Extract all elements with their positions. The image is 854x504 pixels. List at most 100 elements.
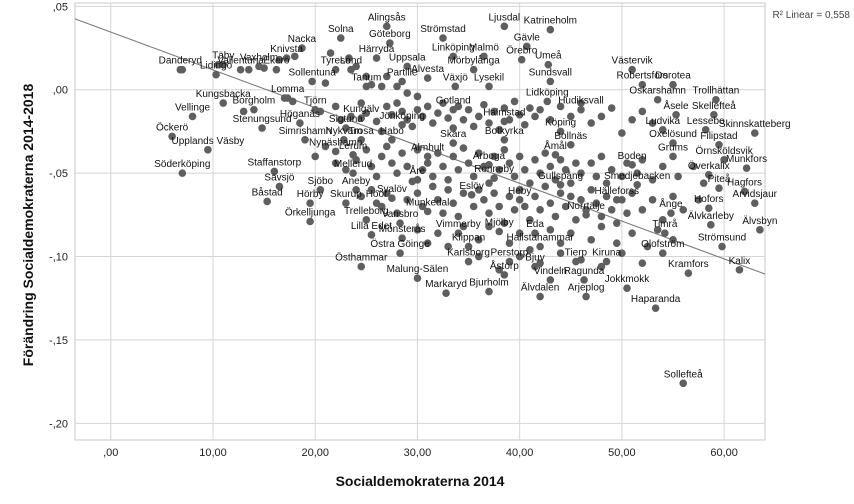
- data-point: [592, 172, 601, 181]
- point-label: Arboga: [473, 151, 506, 162]
- point-label: Åstorp: [490, 259, 519, 272]
- data-point: [449, 139, 458, 147]
- data-point: [362, 72, 371, 81]
- data-point: [403, 115, 412, 124]
- point-label: Bollnäs: [554, 131, 587, 142]
- data-point: [413, 189, 422, 197]
- x-tick-labels: ,00 10,00 20,00 30,00 40,00 50,00 60,00: [103, 447, 738, 459]
- data-point: [398, 120, 406, 129]
- data-point: [388, 194, 396, 202]
- data-point: [336, 115, 345, 124]
- data-point: [480, 100, 488, 109]
- point-label: Olofström: [641, 239, 684, 250]
- point-label: Katrineholm: [524, 16, 577, 27]
- data-point: [393, 99, 401, 107]
- data-point: [357, 99, 366, 107]
- point-label: Solna: [328, 24, 354, 35]
- point-label: Danderyd: [159, 56, 202, 67]
- data-point: [308, 77, 316, 86]
- data-point: [515, 196, 524, 204]
- data-point: [582, 292, 590, 301]
- data-point: [372, 117, 381, 126]
- data-point: [531, 155, 539, 164]
- data-point: [556, 155, 565, 164]
- data-point: [577, 196, 585, 204]
- data-point: [474, 236, 483, 244]
- data-point: [311, 105, 320, 114]
- point-label: Mönsterås: [379, 223, 426, 235]
- point-label: Älvkarleby: [688, 210, 734, 222]
- point-label: Simrishamn: [279, 126, 332, 137]
- point-label: Oxelösund: [649, 129, 697, 140]
- data-point: [587, 119, 596, 127]
- data-point: [628, 115, 636, 124]
- data-point: [212, 70, 220, 79]
- data-point: [467, 191, 476, 199]
- point-label: Grums: [658, 142, 688, 153]
- data-point: [474, 149, 483, 157]
- data-point: [454, 229, 463, 237]
- point-label: Kramfors: [668, 259, 709, 270]
- data-point: [602, 257, 611, 266]
- data-point: [219, 60, 228, 69]
- data-point: [439, 99, 447, 107]
- data-point: [572, 257, 580, 266]
- point-label: Ronneby: [474, 164, 514, 175]
- data-point: [551, 176, 560, 184]
- plot-area: [74, 2, 766, 441]
- data-point: [413, 105, 422, 114]
- point-label: Nynäshamn: [309, 137, 362, 148]
- point-label: Överkalix: [688, 160, 730, 172]
- data-point: [495, 125, 504, 134]
- point-label: Kungälv: [343, 104, 379, 115]
- data-point: [505, 257, 514, 266]
- point-label: Kiruna: [592, 248, 621, 259]
- data-point: [684, 269, 693, 278]
- x-axis-title: Socialdemokraterna 2014: [336, 473, 505, 489]
- data-point: [372, 172, 381, 181]
- data-point: [357, 135, 366, 144]
- point-label: Arvidsjaur: [733, 189, 778, 200]
- data-point: [505, 239, 514, 247]
- data-point: [413, 226, 422, 234]
- point-label: Härryda: [359, 44, 395, 55]
- data-point: [592, 199, 601, 207]
- point-labels: Danderyd TäbyLidingöVallentunaVaxholmEker…: [154, 11, 790, 380]
- data-point: [638, 206, 647, 214]
- data-point: [188, 112, 197, 121]
- data-point: [345, 54, 353, 62]
- data-point: [301, 135, 309, 144]
- data-point: [474, 252, 483, 261]
- y-tick-label: -,20: [49, 418, 68, 430]
- data-point: [382, 142, 391, 151]
- x-tick-label: 20,00: [301, 447, 329, 459]
- data-point: [393, 82, 401, 91]
- data-point: [597, 112, 606, 121]
- data-point: [580, 276, 588, 284]
- point-label: Filipstad: [700, 131, 737, 142]
- data-point: [464, 159, 473, 167]
- data-point: [306, 217, 314, 226]
- point-label: Svalöv: [377, 184, 407, 195]
- data-point: [607, 206, 616, 214]
- data-point: [418, 165, 427, 174]
- data-point: [342, 124, 350, 132]
- point-label: Timrå: [652, 218, 678, 230]
- data-point: [349, 169, 357, 177]
- data-point: [382, 22, 391, 31]
- data-point: [566, 140, 575, 149]
- data-point: [388, 159, 396, 167]
- data-point: [459, 144, 468, 152]
- data-point: [495, 266, 504, 274]
- point-label: Linköping: [432, 42, 475, 53]
- data-point: [546, 162, 555, 171]
- point-label: Sävsjö: [264, 172, 294, 183]
- point-label: Jönköping: [379, 111, 425, 122]
- data-point: [388, 135, 396, 144]
- data-point: [428, 172, 437, 181]
- data-point: [275, 55, 284, 64]
- x-tick-label: 40,00: [506, 447, 534, 459]
- point-label: Dorotea: [655, 71, 691, 82]
- data-point: [572, 216, 580, 224]
- data-point: [342, 165, 350, 174]
